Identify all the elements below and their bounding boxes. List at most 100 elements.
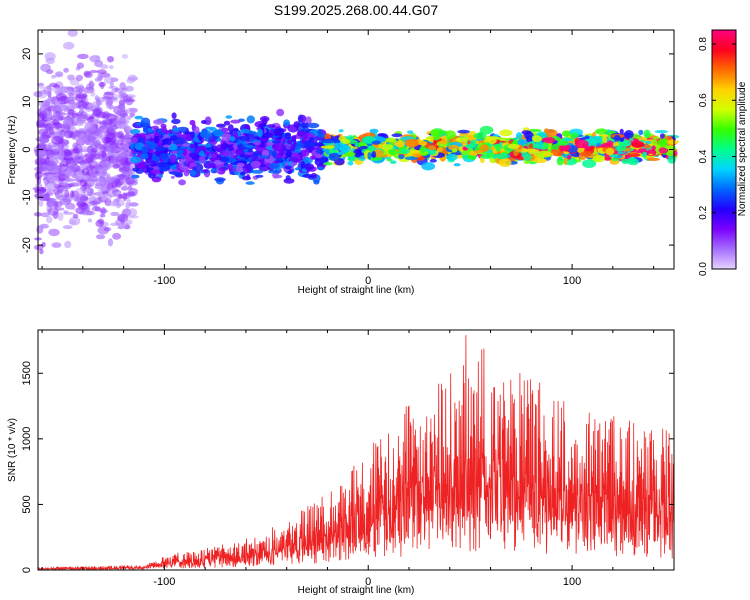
spectrogram-cell [125,125,131,131]
spectrogram-cell [440,138,448,145]
spectrogram-y-tick-label: 10 [21,96,33,108]
spectrogram-cell [116,109,127,116]
spectrogram-x-tick-label: 100 [563,275,581,287]
spectrogram-cell [64,86,74,93]
spectrogram-cell [516,132,523,140]
spectrogram-cell [115,87,120,91]
spectrogram-cell [141,146,149,155]
spectrogram-cell [589,145,595,154]
spectrogram-cell [613,134,621,142]
spectrogram-cell [221,133,232,142]
spectrogram-cell [189,162,197,167]
spectrogram-cell [320,145,335,149]
spectrogram-cell [88,104,96,110]
spectrogram-cell [244,144,254,148]
spectrogram-cell [72,132,79,141]
spectrogram-cell [42,86,52,95]
spectrogram-cell [118,101,126,111]
spectrogram-cell [125,202,131,209]
spectrogram-cell [294,167,302,171]
spectrogram-cell [619,128,624,135]
colorbar: 0.0 0.2 0.4 0.6 0.8 Normalized spectral ampl… [698,29,748,276]
spectrogram-cell [72,213,79,219]
spectrogram-cell [657,139,669,148]
spectrogram-cell [278,149,285,156]
spectrogram-cell [317,128,323,135]
spectrogram-cell [51,143,63,152]
spectrogram-cell [382,144,394,151]
spectrogram-cell [122,192,128,202]
spectrogram-cell [273,128,280,137]
spectrogram-cell [91,148,98,153]
spectrogram-cell [302,174,314,178]
spectrogram-cell [104,76,115,84]
spectrogram-cell [453,163,461,167]
spectrogram-cell [130,174,140,179]
spectrogram-cell [88,164,94,171]
spectrogram-cell [369,128,379,134]
spectrogram-cell [129,156,142,164]
spectrogram-cell [161,126,167,134]
spectrogram-cell [38,173,46,177]
spectrogram-cell [242,141,248,146]
spectrogram-cell [87,135,96,142]
spectrogram-cell [313,180,320,185]
spectrogram-cell [95,135,104,140]
spectrogram-cell [556,140,569,146]
spectrogram-cell [108,65,114,70]
spectrogram-cell [409,149,423,154]
spectrogram-cell [119,89,127,98]
spectrogram-cell [74,173,83,180]
spectrogram-cell [86,192,97,196]
spectrogram-cell [139,132,146,137]
spectrogram-cell [507,143,520,150]
spectrogram-cell [250,161,261,168]
spectrogram-cell [412,152,422,158]
spectrogram-cell [108,125,118,130]
spectrogram-cell [64,133,70,137]
spectrogram-y-tick-label: 0 [21,146,33,152]
spectrogram-cell [105,161,115,168]
spectrogram-cell [210,138,216,143]
spectrogram-cell [119,224,127,229]
spectrogram-cell [200,120,207,124]
spectrogram-cell [574,139,589,149]
spectrogram-cell [328,152,340,161]
spectrogram-cell [95,234,106,240]
spectrogram-cell [35,119,42,128]
spectrogram-y-ticks: -20 -10 0 10 20 [21,48,674,253]
spectrogram-cell [99,213,106,218]
spectrogram-cell [62,119,73,126]
spectrogram-cell [97,73,103,82]
spectrogram-cell [240,128,250,134]
spectrogram-cell [145,139,151,146]
spectrogram-cell [307,122,320,129]
spectrogram-cell [562,130,570,137]
spectrogram-cell [246,115,255,124]
spectrogram-cell [602,135,608,143]
spectrogram-cell [35,182,43,189]
spectrogram-cell [528,143,534,150]
spectrogram-cell [631,142,645,148]
spectrogram-cell [98,121,109,125]
spectrogram-cell [265,162,271,167]
spectrogram-cell [527,128,542,133]
spectrogram-cell [606,140,614,147]
spectrogram-cell [436,147,444,153]
spectrogram-cell [117,194,123,200]
spectrogram-cell [190,143,196,149]
spectrogram-cell [309,137,315,141]
spectrogram-cell [112,199,120,207]
spectrogram-cell [169,171,180,175]
spectrogram-cell [67,108,75,116]
spectrogram-cell [57,212,64,222]
spectrogram-cell [303,148,310,157]
spectrogram-cell [272,142,285,152]
spectrogram-cell [209,154,217,159]
snr-y-tick-label: 500 [21,495,33,513]
spectrogram-cell [319,156,326,164]
spectrogram-cell [112,163,120,169]
spectrogram-cell [624,130,634,139]
spectrogram-cell [39,248,44,255]
spectrogram-cell [91,206,102,212]
